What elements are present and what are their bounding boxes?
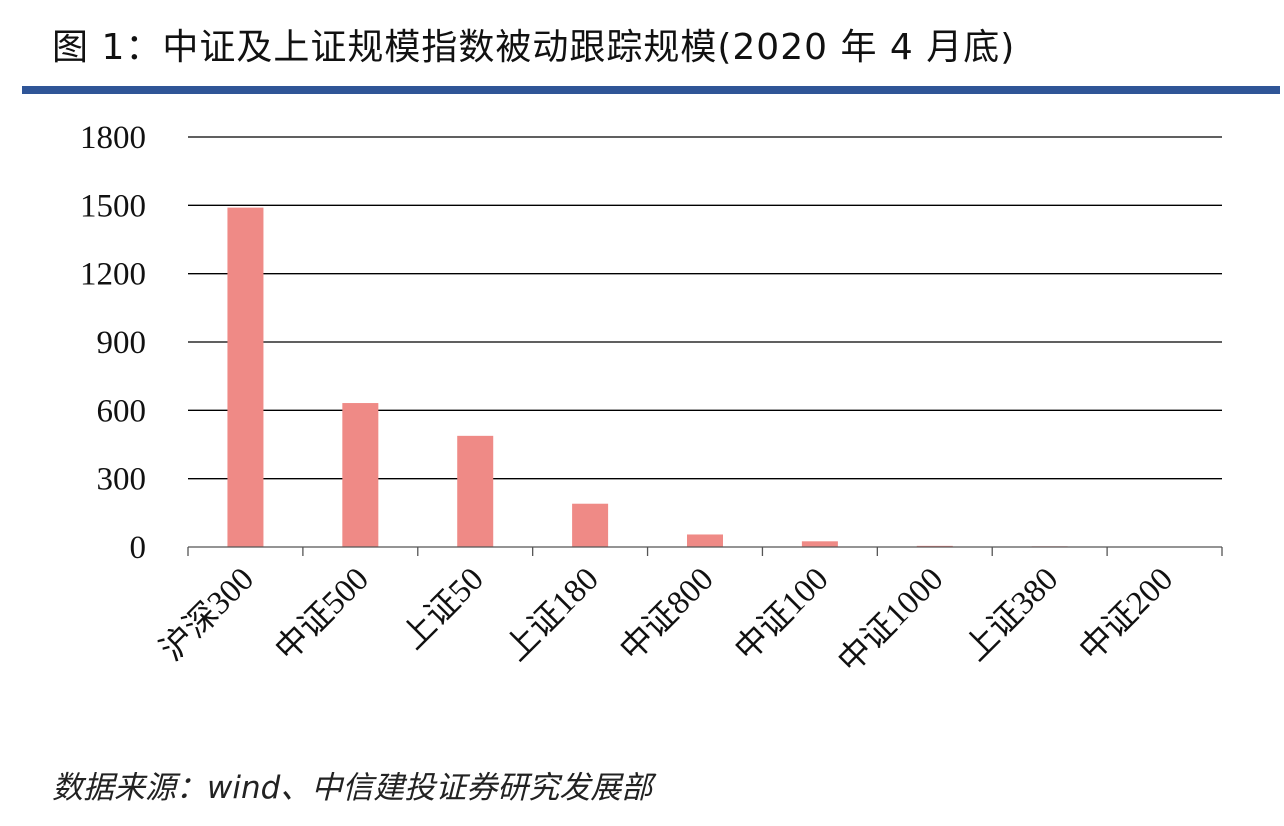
y-tick-label: 1200 <box>80 257 146 293</box>
bar <box>457 435 494 547</box>
y-tick-label: 1500 <box>80 188 146 224</box>
x-tick-label: 上证380 <box>958 561 1065 668</box>
x-tick-label: 上证180 <box>499 561 606 668</box>
x-axis <box>187 546 1223 556</box>
title-rule <box>22 86 1280 94</box>
bar <box>227 207 264 547</box>
data-source-note: 数据来源：wind、中信建投证券研究发展部 <box>52 770 653 806</box>
y-tick-label: 300 <box>97 462 147 498</box>
x-tick-label: 中证1000 <box>831 560 951 680</box>
bar <box>801 541 838 547</box>
bar <box>342 403 379 547</box>
x-tick-label: 中证200 <box>1072 560 1180 668</box>
y-tick-labels: 0 300 600 900 1200 1500 1800 <box>80 120 146 566</box>
x-tick-label: 沪深300 <box>153 560 261 668</box>
bars <box>227 207 1183 547</box>
y-tick-label: 1800 <box>80 120 146 156</box>
x-tick-label: 中证500 <box>268 560 376 668</box>
y-tick-label: 900 <box>97 325 147 361</box>
y-tick-label: 600 <box>97 393 147 429</box>
figure-title: 图 1：中证及上证规模指数被动跟踪规模(2020 年 4 月底) <box>52 27 1016 68</box>
y-tick-label: 0 <box>130 530 147 566</box>
x-tick-label: 中证100 <box>728 560 836 668</box>
x-tick-label: 上证50 <box>395 561 490 656</box>
bar <box>572 503 609 547</box>
bar <box>687 534 723 547</box>
x-tick-label: 中证800 <box>613 560 721 668</box>
